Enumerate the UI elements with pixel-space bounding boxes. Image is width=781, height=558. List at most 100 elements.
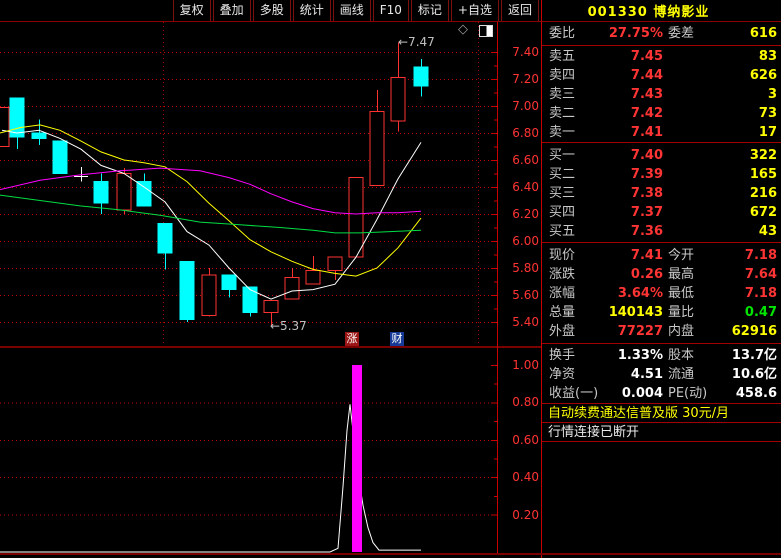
stat-value-2: 62916	[731, 324, 777, 339]
weibi-section: 委比 27.75% 委差 616	[542, 22, 781, 46]
fund-row-2: 净资 4.51 流通 10.6亿	[542, 365, 781, 384]
stat-row-5: 外盘 77227 内盘 62916	[542, 322, 781, 341]
price-label: 6.80	[512, 126, 539, 140]
buy-label: 买二	[549, 167, 576, 182]
toolbar-button-3[interactable]: 多股	[252, 0, 291, 21]
fund-label-2: 股本	[668, 348, 695, 363]
price-label: 6.60	[512, 153, 539, 167]
sell-row-3[interactable]: 卖三 7.43 3	[542, 85, 781, 104]
kline-chart[interactable]	[0, 22, 541, 558]
stat-value-2: 0.47	[744, 305, 777, 320]
stats-section: 现价 7.41 今开 7.18 涨跌 0.26 最高 7.64 涨幅 3.64% 最低 7.18 总量 1…	[542, 243, 781, 344]
connection-status: 行情连接已断开	[548, 425, 640, 440]
toolbar-button-5[interactable]: 画线	[332, 0, 371, 21]
buy-row-2[interactable]: 买二 7.39 165	[542, 165, 781, 184]
diamond-icon[interactable]: ◇	[458, 22, 468, 37]
buy-qty: 43	[758, 224, 777, 239]
weicha-label: 委差	[668, 26, 695, 41]
fund-row-3: 收益(一) 0.004 PE(动) 458.6	[542, 384, 781, 403]
stat-row-1: 现价 7.41 今开 7.18	[542, 246, 781, 265]
renewal-notice[interactable]: 自动续费通达信普及版 30元/月	[548, 406, 730, 421]
stat-value-2: 7.64	[744, 267, 777, 282]
sell-qty: 83	[758, 49, 777, 64]
split-window-icon[interactable]	[479, 25, 493, 37]
sell-row-1[interactable]: 卖五 7.45 83	[542, 47, 781, 66]
stat-label-1: 总量	[549, 305, 576, 320]
stat-row-4: 总量 140143 量比 0.47	[542, 303, 781, 322]
stat-value-2: 7.18	[744, 248, 777, 263]
sell-label: 卖一	[549, 125, 576, 140]
indicator-tab-1[interactable]: 涨	[345, 332, 359, 346]
price-label: 5.80	[512, 261, 539, 275]
sell-label: 卖五	[549, 49, 576, 64]
fund-value-2: 13.7亿	[731, 348, 777, 363]
buy-row-5[interactable]: 买五 7.36 43	[542, 222, 781, 241]
toolbar-button-8[interactable]: +自选	[450, 0, 499, 21]
buy-levels: 买一 7.40 322 买二 7.39 165 买三 7.38 216 买四 7.37 672 买五 7.…	[542, 143, 781, 243]
sell-qty: 17	[758, 125, 777, 140]
indicator-label: 0.80	[512, 395, 539, 410]
sell-row-5[interactable]: 卖一 7.41 17	[542, 123, 781, 142]
high-annotation: ←7.47	[398, 35, 435, 49]
indicator-label: 0.40	[512, 470, 539, 485]
weibi-value: 27.75%	[608, 26, 663, 41]
stat-value-1: 0.26	[630, 267, 663, 282]
indicator-label: 0.60	[512, 432, 539, 447]
buy-price: 7.36	[630, 224, 663, 239]
indicator-label: 0.20	[512, 507, 539, 522]
buy-row-4[interactable]: 买四 7.37 672	[542, 203, 781, 222]
fund-value-1: 4.51	[630, 367, 663, 382]
stat-value-1: 3.64%	[617, 286, 663, 301]
buy-row-3[interactable]: 买三 7.38 216	[542, 184, 781, 203]
fund-label-1: 换手	[549, 348, 576, 363]
notice-section: 自动续费通达信普及版 30元/月	[542, 404, 781, 423]
buy-price: 7.37	[630, 205, 663, 220]
fund-value-2: 458.6	[735, 386, 777, 401]
sell-row-2[interactable]: 卖四 7.44 626	[542, 66, 781, 85]
sell-label: 卖三	[549, 87, 576, 102]
fund-value-1: 1.33%	[617, 348, 663, 363]
toolbar-button-7[interactable]: 标记	[410, 0, 449, 21]
fund-label-2: 流通	[668, 367, 695, 382]
stat-label-1: 外盘	[549, 324, 576, 339]
sell-price: 7.44	[630, 68, 663, 83]
quote-panel: 委比 27.75% 委差 616 卖五 7.45 83 卖四 7.44 626 卖三 7.43…	[541, 22, 781, 558]
sell-qty: 3	[767, 87, 777, 102]
sell-qty: 626	[749, 68, 777, 83]
price-label: 5.40	[512, 315, 539, 329]
header: 001330 博纳影业	[541, 0, 781, 22]
stat-label-2: 内盘	[668, 324, 695, 339]
weibi-row: 委比 27.75% 委差 616	[542, 24, 781, 43]
toolbar-button-1[interactable]: 复权	[172, 0, 211, 21]
stock-name: 博纳影业	[653, 5, 710, 20]
fundamentals-section: 换手 1.33% 股本 13.7亿 净资 4.51 流通 10.6亿 收益(一) 0.004 PE(…	[542, 344, 781, 404]
buy-label: 买四	[549, 205, 576, 220]
sell-price: 7.41	[630, 125, 663, 140]
low-annotation: ←5.37	[270, 319, 307, 333]
toolbar-button-4[interactable]: 统计	[292, 0, 331, 21]
stat-label-2: 今开	[668, 248, 695, 263]
buy-price: 7.40	[630, 148, 663, 163]
toolbar-button-9[interactable]: 返回	[500, 0, 539, 21]
indicator-tab-2[interactable]: 财	[390, 332, 404, 346]
buy-row-1[interactable]: 买一 7.40 322	[542, 146, 781, 165]
fund-label-1: 净资	[549, 367, 576, 382]
price-label: 5.60	[512, 288, 539, 302]
toolbar-button-2[interactable]: 叠加	[212, 0, 251, 21]
buy-price: 7.38	[630, 186, 663, 201]
buy-qty: 322	[749, 148, 777, 163]
stat-label-1: 涨幅	[549, 286, 576, 301]
sell-row-4[interactable]: 卖二 7.42 73	[542, 104, 781, 123]
stat-label-1: 现价	[549, 248, 576, 263]
fund-label-2: PE(动)	[668, 386, 708, 401]
price-label: 7.20	[512, 72, 539, 86]
buy-qty: 216	[749, 186, 777, 201]
stock-title: 001330 博纳影业	[588, 5, 736, 20]
buy-label: 买一	[549, 148, 576, 163]
fund-value-2: 10.6亿	[731, 367, 777, 382]
stat-label-2: 量比	[668, 305, 695, 320]
sell-qty: 73	[758, 106, 777, 121]
fund-row-1: 换手 1.33% 股本 13.7亿	[542, 346, 781, 365]
toolbar-button-6[interactable]: F10	[372, 0, 409, 21]
status-section: 行情连接已断开	[542, 423, 781, 442]
